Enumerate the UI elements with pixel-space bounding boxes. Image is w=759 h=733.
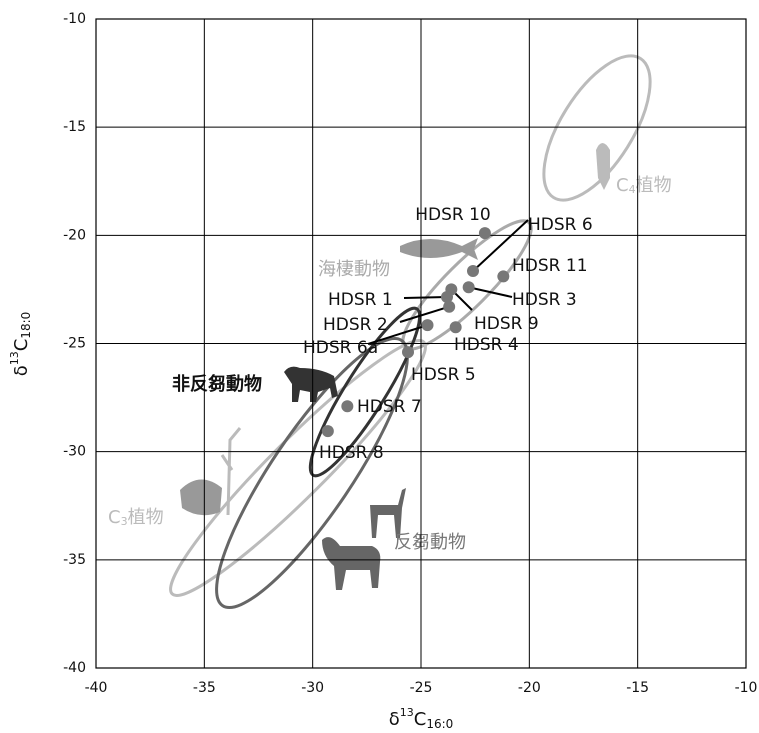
point-label: HDSR 5: [411, 365, 476, 385]
group-label: C3植物: [108, 507, 164, 528]
x-tick-label: -15: [626, 680, 649, 696]
group-label: 非反芻動物: [172, 373, 262, 395]
x-axis-label: δ13C16:0: [389, 706, 454, 731]
group-label: 反芻動物: [394, 532, 466, 553]
c3-ellipse: [152, 322, 443, 613]
y-tick-label: -30: [63, 444, 86, 460]
y-tick-label: -20: [63, 227, 86, 243]
boar-icon: [322, 537, 380, 590]
point: [450, 321, 462, 333]
x-tick-label: -30: [301, 680, 324, 696]
y-tick-label: -10: [63, 11, 86, 27]
point: [467, 265, 479, 277]
point: [341, 400, 353, 412]
point-label: HDSR 2: [323, 315, 388, 335]
x-tick-label: -35: [193, 680, 216, 696]
point-label: HDSR 11: [512, 256, 588, 276]
x-tick-label: -40: [85, 680, 108, 696]
icons: [180, 143, 610, 590]
point-label: HDSR 10: [415, 205, 491, 225]
y-tick-label: -35: [63, 552, 86, 568]
point: [402, 346, 414, 358]
y-axis-label: δ13C18:0: [8, 312, 33, 377]
point-label: HDSR 6: [528, 215, 593, 235]
y-tick-label: -25: [63, 336, 86, 352]
point-label: HDSR 7: [357, 397, 422, 417]
point: [422, 319, 434, 331]
chestnut-icon: [180, 479, 222, 515]
bear-icon: [284, 367, 338, 402]
point-label: HDSR 9: [474, 314, 539, 334]
point: [443, 301, 455, 313]
deer-icon: [370, 488, 406, 538]
point: [322, 425, 334, 437]
leader-line: [404, 297, 447, 298]
leader-line: [469, 287, 512, 297]
chart: 海棲動物 非反芻動物 反芻動物 C4植物 C3植物 δ13C16:0 δ13C1…: [0, 0, 759, 733]
rice-icon: [222, 428, 240, 515]
point: [479, 227, 491, 239]
y-tick-label: -15: [63, 119, 86, 135]
point-label: HDSR 8: [319, 443, 384, 463]
x-tick-label: -20: [518, 680, 541, 696]
point: [463, 281, 475, 293]
point: [497, 270, 509, 282]
point-label: HDSR 6a: [303, 338, 378, 358]
group-label: 海棲動物: [318, 259, 390, 280]
group-label: C4植物: [616, 175, 672, 196]
x-tick-label: -10: [735, 680, 758, 696]
point-label: HDSR 1: [328, 290, 393, 310]
y-tick-label: -40: [63, 660, 86, 676]
point-label: HDSR 4: [454, 335, 519, 355]
point-label: HDSR 3: [512, 290, 577, 310]
x-tick-label: -25: [410, 680, 433, 696]
